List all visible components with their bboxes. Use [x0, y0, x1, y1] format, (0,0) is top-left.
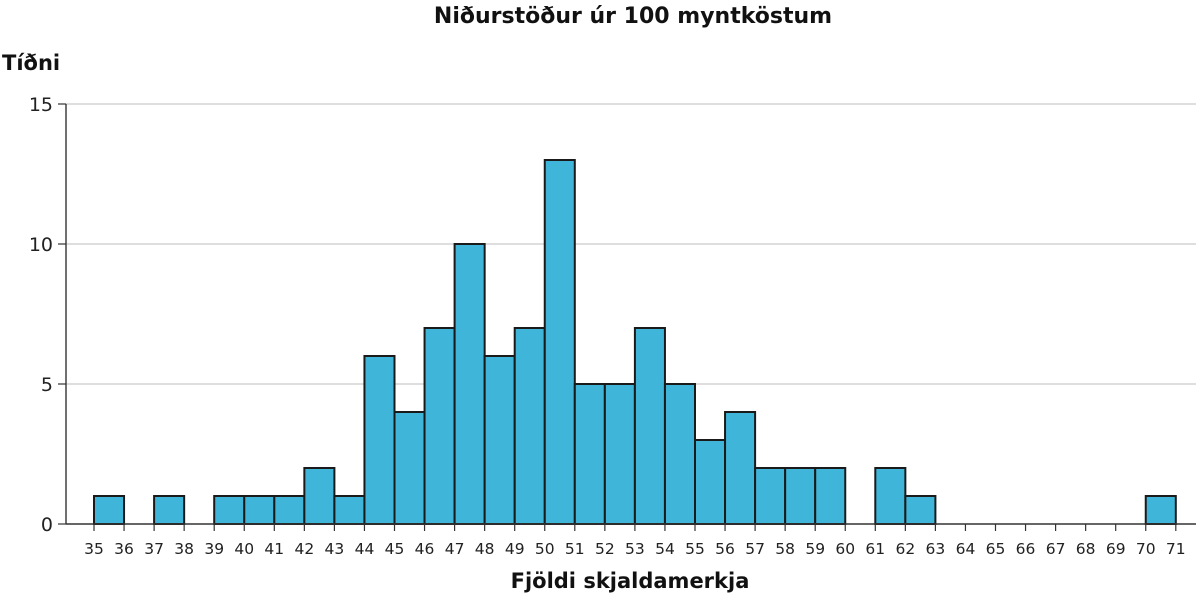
- histogram-bar-49-50: [513, 327, 546, 525]
- histogram-bar-44-45: [363, 355, 396, 525]
- histogram-bar-70-71: [1144, 495, 1177, 525]
- x-tick-label: 65: [986, 540, 1006, 558]
- x-axis-title: Fjöldi skjaldamerkja: [511, 569, 750, 593]
- x-tick-label: 56: [715, 540, 735, 558]
- x-tick-label: 44: [355, 540, 375, 558]
- x-tick-label: 48: [475, 540, 495, 558]
- x-tick-label: 59: [805, 540, 825, 558]
- histogram-bar-56-57: [724, 411, 757, 525]
- x-tick-label: 36: [114, 540, 134, 558]
- x-tick-label: 69: [1106, 540, 1126, 558]
- y-axis-ticks: 0 5 10 15: [29, 94, 66, 536]
- x-tick-label: 61: [865, 540, 885, 558]
- x-axis-ticks: 35 36 37 38 39 40 41 42 43 44 45 46 47 48 49 50 51 52 53 54…: [84, 524, 1186, 558]
- x-tick-label: 41: [264, 540, 284, 558]
- x-tick-label: 39: [204, 540, 224, 558]
- grid-lines: [66, 103, 1196, 385]
- x-tick-label: 57: [745, 540, 765, 558]
- x-tick-label: 70: [1136, 540, 1156, 558]
- x-tick-label: 37: [144, 540, 164, 558]
- x-tick-label: 43: [325, 540, 345, 558]
- x-tick-label: 45: [385, 540, 405, 558]
- x-tick-label: 53: [625, 540, 645, 558]
- histogram-bar-35-36: [93, 495, 126, 525]
- histogram-bar-55-56: [694, 439, 727, 525]
- y-tick-label: 15: [29, 94, 53, 116]
- histogram-bar-54-55: [663, 383, 697, 525]
- x-tick-label: 63: [926, 540, 946, 558]
- histogram-bar-50-51: [543, 159, 576, 525]
- histogram-bar-48-49: [483, 355, 516, 525]
- y-tick-label: 10: [29, 234, 53, 256]
- histogram-bar-57-58: [754, 467, 787, 525]
- histogram-bar-62-63: [904, 495, 937, 525]
- histogram-bar-53-54: [633, 327, 666, 525]
- histogram-bar-46-47: [423, 327, 456, 525]
- histogram-bar-42-43: [303, 467, 336, 525]
- x-tick-label: 49: [505, 540, 525, 558]
- x-tick-label: 46: [415, 540, 435, 558]
- chart-title: Niðurstöður úr 100 myntköstum: [434, 4, 832, 29]
- histogram-bar-59-60: [814, 467, 847, 525]
- histogram-bar-40-41: [243, 495, 276, 525]
- x-tick-label: 40: [234, 540, 254, 558]
- x-tick-label: 47: [445, 540, 465, 558]
- histogram-bar-45-46: [393, 411, 426, 525]
- histogram-bar-51-52: [573, 383, 606, 525]
- x-tick-label: 67: [1046, 540, 1066, 558]
- histogram-bar-41-42: [273, 495, 306, 525]
- axes: [65, 104, 1196, 525]
- y-axis-title: Tíðni: [2, 51, 60, 75]
- x-tick-label: 62: [895, 540, 915, 558]
- y-tick-label: 0: [41, 514, 53, 536]
- x-tick-label: 71: [1166, 540, 1186, 558]
- histogram-bar-47-48: [453, 243, 486, 525]
- histogram-bar-39-40: [213, 495, 246, 525]
- x-tick-label: 60: [835, 540, 855, 558]
- x-tick-label: 50: [535, 540, 555, 558]
- x-tick-label: 64: [956, 540, 976, 558]
- y-tick-label: 5: [41, 374, 53, 396]
- x-tick-label: 66: [1016, 540, 1036, 558]
- x-tick-label: 54: [655, 540, 675, 558]
- histogram-bars: [93, 159, 1177, 525]
- x-tick-label: 35: [84, 540, 104, 558]
- histogram-bar-43-44: [333, 495, 366, 525]
- x-tick-label: 68: [1076, 540, 1096, 558]
- x-tick-label: 55: [685, 540, 705, 558]
- x-tick-label: 58: [775, 540, 795, 558]
- histogram-bar-58-59: [784, 467, 817, 525]
- x-tick-label: 42: [294, 540, 314, 558]
- histogram-bar-37-38: [153, 495, 186, 525]
- x-tick-label: 52: [595, 540, 615, 558]
- histogram-bar-52-53: [603, 383, 636, 525]
- x-tick-label: 51: [565, 540, 585, 558]
- histogram-bar-61-62: [874, 467, 907, 525]
- x-tick-label: 38: [174, 540, 194, 558]
